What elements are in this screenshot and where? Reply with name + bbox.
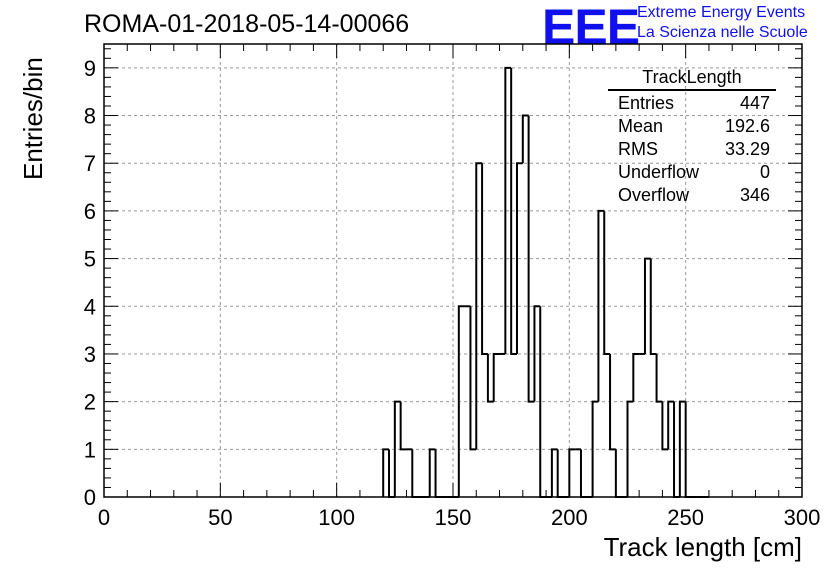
histogram-bin	[382, 448, 390, 497]
stats-label: Overflow	[618, 185, 690, 205]
histogram-bin	[399, 401, 407, 451]
stats-value: 33.29	[724, 139, 770, 159]
histogram-bin	[434, 449, 442, 498]
histogram-bin	[393, 400, 401, 497]
histogram-bin	[655, 353, 663, 403]
stats-value: 346	[739, 185, 770, 205]
y-tick-label: 8	[84, 104, 96, 129]
histogram-bin	[457, 305, 465, 497]
stats-label: Entries	[618, 93, 675, 113]
stats-row: Mean 192.6	[608, 115, 776, 138]
x-tick-label: 150	[435, 505, 472, 530]
stats-label: Mean	[618, 116, 664, 136]
stats-row: Entries 447	[608, 92, 776, 115]
stats-value: 0	[759, 162, 770, 182]
stats-label: Underflow	[618, 162, 700, 182]
histogram-bin	[661, 401, 669, 451]
histogram-bin	[603, 210, 611, 355]
y-axis-label: Entries/bin	[18, 57, 48, 180]
stats-rows: Entries 447 Mean 192.6 RMS 33.29 Underflow 0 Ove…	[608, 92, 776, 207]
y-tick-label: 5	[84, 247, 96, 272]
y-tick-label: 9	[84, 56, 96, 81]
y-tick-label: 4	[84, 294, 96, 319]
stats-value: 192.6	[724, 116, 770, 136]
stats-row: Overflow 346	[608, 184, 776, 207]
histogram-bin	[492, 352, 500, 402]
histogram-bin	[539, 306, 547, 498]
histogram-bin	[481, 163, 488, 355]
x-tick-label: 50	[208, 505, 232, 530]
histogram-bin	[556, 449, 564, 498]
x-axis-label: Track length [cm]	[603, 532, 802, 562]
eee-logo-line1: Extreme Energy Events	[637, 4, 806, 21]
y-tick-label: 3	[84, 342, 96, 367]
histogram-bin	[626, 400, 634, 497]
histogram-bin	[568, 448, 576, 497]
histogram-bin	[550, 448, 558, 497]
stats-row: Underflow 0	[608, 161, 776, 184]
histogram-bin	[388, 449, 395, 498]
eee-logo: EEE	[542, 0, 640, 55]
y-tick-label: 0	[84, 485, 96, 510]
histogram-bin	[510, 67, 517, 355]
histogram-bin	[579, 449, 587, 498]
stats-title: TrackLength	[608, 67, 776, 91]
stats-value: 447	[739, 93, 770, 113]
histogram-bin	[609, 353, 616, 451]
eee-logo-line2: La Scienza nelle Scuole	[637, 24, 808, 41]
histogram-bin	[486, 353, 494, 403]
histogram-bin	[643, 257, 651, 354]
x-tick-label: 200	[551, 505, 588, 530]
histogram-bin	[632, 352, 640, 402]
x-tick-label: 250	[667, 505, 704, 530]
histogram-bin	[411, 449, 419, 498]
stats-label: RMS	[618, 139, 658, 159]
y-tick-label: 7	[84, 151, 96, 176]
histogram-bin	[649, 258, 657, 355]
histogram-bin	[428, 448, 436, 497]
y-tick-label: 6	[84, 199, 96, 224]
histogram-bin	[527, 115, 535, 403]
histogram-bin	[515, 162, 523, 354]
y-tick-label: 1	[84, 437, 96, 462]
histogram-bin	[614, 449, 622, 498]
x-tick-label: 0	[98, 505, 110, 530]
histogram-bin	[504, 66, 512, 354]
histogram-bin	[684, 401, 692, 498]
histogram-bin	[673, 401, 680, 498]
histogram-bin	[678, 400, 686, 497]
histogram-bin	[591, 400, 599, 497]
histogram-bin	[521, 114, 529, 164]
y-tick-label: 2	[84, 390, 96, 415]
histogram-bin	[597, 209, 605, 402]
stats-box: TrackLength Entries 447 Mean 192.6 RMS 33.29 U…	[608, 67, 776, 207]
histogram-bin	[667, 400, 675, 450]
x-tick-label: 100	[318, 505, 355, 530]
stats-row: RMS 33.29	[608, 138, 776, 161]
histogram-bin	[533, 305, 541, 402]
histogram-bin	[475, 162, 483, 450]
x-tick-label: 300	[784, 505, 821, 530]
histogram-bin	[469, 306, 477, 451]
run-title: ROMA-01-2018-05-14-00066	[84, 10, 410, 38]
